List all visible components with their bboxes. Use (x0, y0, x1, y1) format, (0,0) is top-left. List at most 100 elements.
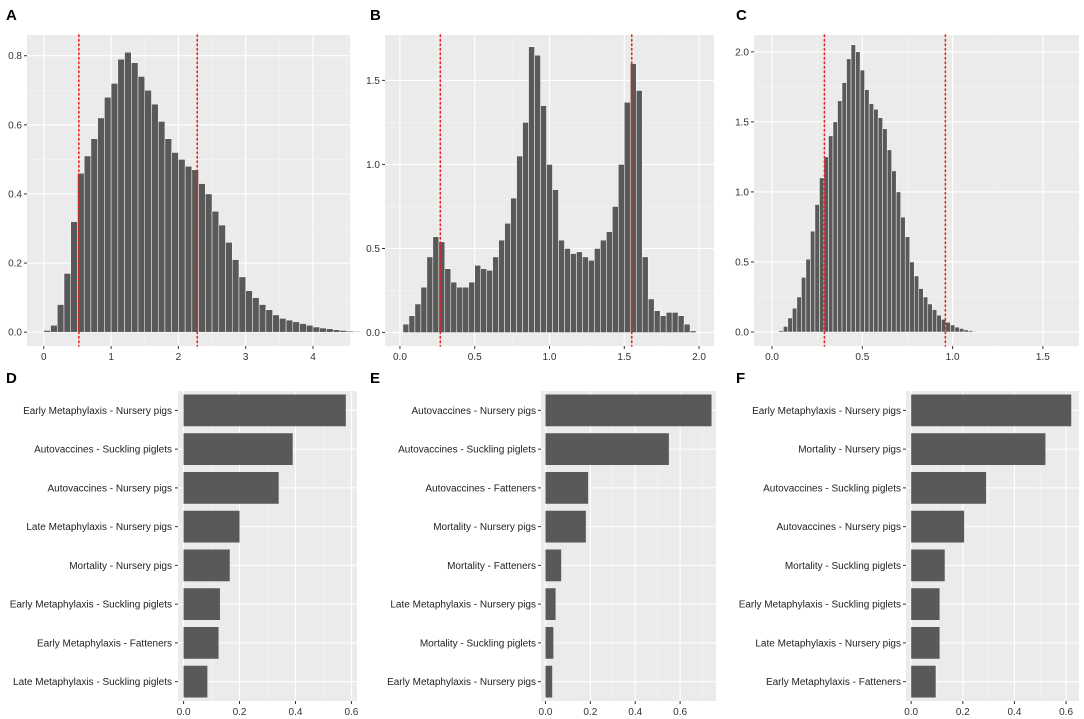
histogram-bar (850, 44, 856, 333)
bar (911, 471, 987, 504)
x-tick-label: 0 (41, 352, 47, 363)
histogram-bar (462, 286, 469, 333)
x-tick-label: 1.5 (617, 352, 631, 363)
histogram-bar (855, 51, 861, 333)
histogram-bar (582, 256, 589, 333)
category-label: Early Metaphylaxis - Suckling piglets (739, 600, 901, 611)
y-tick-label: 0.5 (366, 244, 380, 255)
histogram-bar (895, 191, 901, 333)
histogram-bar (326, 328, 334, 333)
histogram-bar (913, 275, 920, 333)
histogram-bar (211, 210, 220, 333)
histogram-bar (841, 82, 847, 333)
category-label: Early Metaphylaxis - Nursery pigs (387, 677, 536, 688)
y-tick-label: 0.0 (8, 328, 22, 339)
x-tick-label: 0.0 (393, 352, 407, 363)
panel-a: A 0 1 2 3 4 0.0 0.2 0.4 0.6 0.8 (6, 7, 408, 363)
y-tick-label: 0.6 (8, 120, 22, 131)
histogram-bar (570, 253, 577, 333)
histogram-bar (468, 281, 475, 333)
histogram-bar (796, 296, 802, 333)
histogram-bar (117, 58, 125, 333)
histogram-bar (319, 327, 327, 333)
histogram-bar (171, 152, 179, 333)
category-label: Mortality - Nursery pigs (798, 445, 901, 456)
panel-c: C 0.0 0.5 1.0 1.5 0.0 0.5 1.0 1.5 2.0 (735, 7, 1079, 363)
histogram-bar (184, 166, 193, 333)
histogram-bar (258, 304, 267, 333)
histogram-bar (882, 128, 888, 333)
histogram-bar (558, 239, 565, 333)
histogram-bar (104, 96, 112, 333)
histogram-bar (918, 288, 924, 333)
histogram-bar (588, 260, 595, 333)
x-tick-label: 0.5 (468, 352, 482, 363)
bar (183, 665, 208, 698)
bar (545, 549, 562, 582)
category-label: Early Metaphylaxis - Fatteners (766, 677, 901, 688)
panel-letter: D (6, 370, 17, 387)
histogram-bar (832, 121, 838, 333)
histogram-bar (504, 223, 511, 333)
histogram-bar (70, 221, 78, 333)
bar (183, 471, 279, 504)
histogram-bar (677, 315, 685, 333)
histogram-bar (510, 197, 517, 333)
bar (545, 665, 553, 698)
histogram-bar (516, 155, 523, 333)
histogram-bar (43, 330, 51, 333)
histogram-bar (954, 326, 960, 333)
category-label: Late Metaphylaxis - Suckling piglets (13, 677, 172, 688)
histogram-bar (480, 268, 487, 333)
histogram-bar (151, 103, 159, 333)
histogram-bar (900, 216, 906, 333)
histogram-bar (272, 314, 280, 333)
bar (911, 433, 1046, 466)
histogram-bar (144, 90, 152, 333)
histogram-bar (299, 323, 307, 333)
panel-letter: F (736, 370, 745, 387)
category-label: Autovaccines - Suckling piglets (398, 445, 536, 456)
histogram-bar (540, 105, 547, 333)
histogram-bar (936, 314, 942, 333)
y-tick-label: 2.0 (735, 47, 749, 58)
histogram-bar (225, 242, 233, 333)
category-label: Mortality - Nursery pigs (69, 561, 172, 572)
y-tick-label: 0.0 (366, 328, 380, 339)
histogram-bar (353, 331, 361, 333)
histogram-bar (339, 330, 347, 333)
histogram-bar (292, 321, 300, 333)
histogram-bar (819, 177, 825, 333)
panel-e: E 0.0 0.2 0.4 0.6 Autovaccines - Nursery pigs… (370, 370, 716, 718)
histogram-bar (522, 122, 529, 333)
histogram-bar (859, 69, 865, 333)
histogram-bar (432, 236, 440, 333)
histogram-bar (131, 62, 139, 333)
y-tick-label: 1.0 (366, 160, 380, 171)
histogram-bar (624, 101, 631, 333)
x-tick-label: 0.0 (177, 707, 191, 718)
histogram-bar (492, 256, 499, 333)
category-label: Early Metaphylaxis - Suckling piglets (10, 600, 172, 611)
category-label: Early Metaphylaxis - Nursery pigs (752, 406, 901, 417)
histogram-bar (564, 248, 571, 333)
histogram-bar (83, 155, 92, 333)
histogram-bar (659, 315, 667, 333)
histogram-bar (312, 326, 320, 333)
histogram-bar (683, 323, 691, 333)
category-label: Mortality - Nursery pigs (433, 522, 536, 533)
histogram-bar (618, 164, 625, 333)
panel-d: D 0.0 0.2 0.4 0.6 Early Metaphylaxis - Nurser… (6, 370, 359, 718)
bar (911, 549, 945, 582)
category-label: Mortality - Suckling piglets (420, 638, 536, 649)
histogram-bar (837, 100, 843, 333)
histogram-bar (110, 83, 119, 333)
panel-letter: C (736, 7, 747, 24)
category-label: Early Metaphylaxis - Fatteners (37, 638, 172, 649)
histogram-bar (689, 330, 697, 333)
histogram-bar (205, 193, 213, 333)
histogram-bar (498, 239, 505, 333)
histogram-bar (778, 330, 784, 333)
y-tick-label: 0.2 (8, 259, 22, 270)
category-label: Autovaccines - Suckling piglets (34, 445, 172, 456)
